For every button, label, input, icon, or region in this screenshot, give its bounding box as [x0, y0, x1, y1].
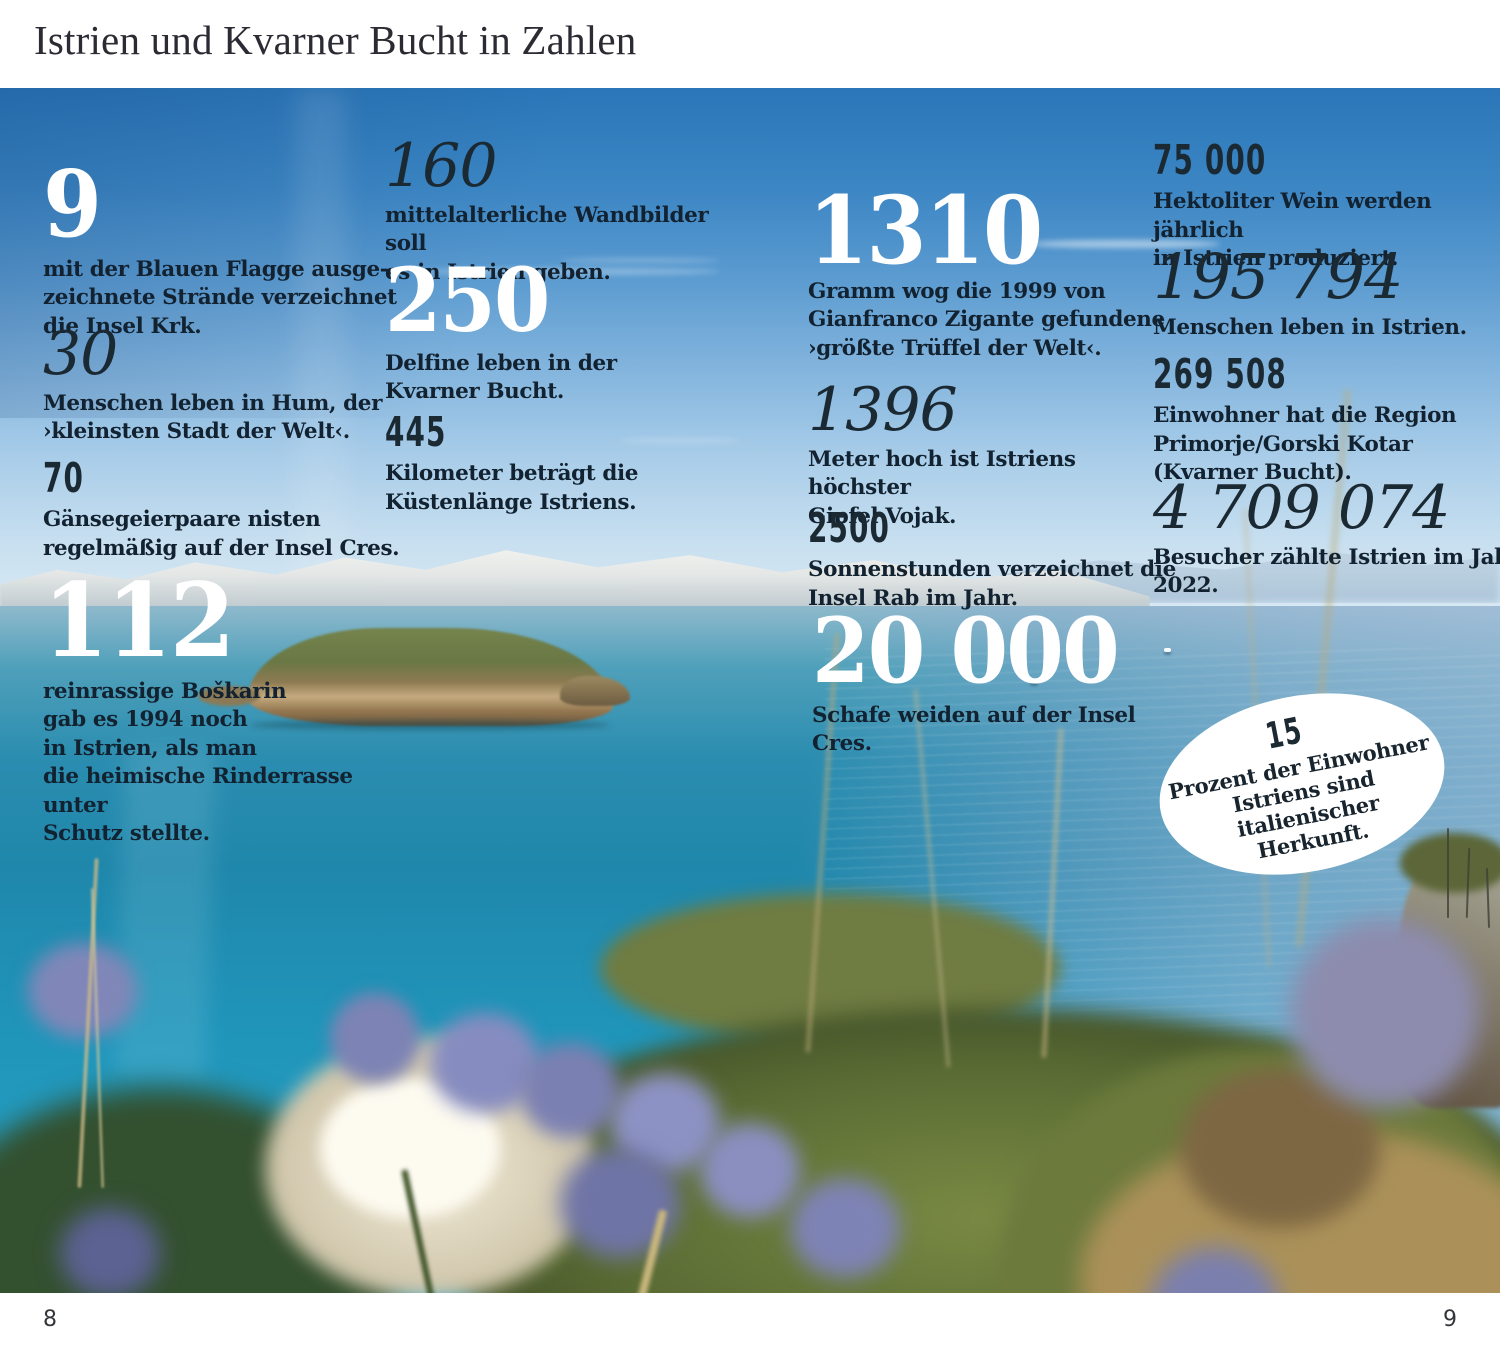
stat-truffle: 1310 Gramm wog die 1999 von Gianfranco Z…: [808, 184, 1178, 363]
stat-caption: Einwohner hat die Region Primorje/Gorski…: [1153, 403, 1457, 486]
sky-shade: [0, 88, 675, 418]
cloud-wisp: [420, 268, 720, 275]
thistle-flower: [520, 1043, 620, 1138]
stat-value: 112: [43, 561, 235, 681]
page-title: Istrien und Kvarner Bucht in Zahlen: [34, 17, 637, 63]
coastal-photo-background: 9 mit der Blauen Flagge ausge- zeichnete…: [0, 88, 1500, 1293]
stat-value: 2500: [808, 504, 891, 552]
stat-wine-production: 75 000 Hektoliter Wein werden jährlich i…: [1153, 138, 1500, 273]
page-number-right: 9: [1443, 1307, 1457, 1332]
stat-caption: Menschen leben in Hum, der ›kleinsten St…: [43, 391, 382, 445]
stat-value: 75 000: [1153, 136, 1267, 184]
thin-stalk: [1447, 828, 1449, 918]
stat-value: 195 794: [1153, 240, 1403, 313]
thistle-flower: [330, 993, 420, 1083]
island-waterline-shadow: [250, 720, 610, 730]
stat-value: 1310: [808, 176, 1043, 286]
stat-coastline: 445 Kilometer beträgt die Küstenlänge Is…: [385, 410, 755, 517]
sky: [0, 88, 1500, 648]
stat-value: 20 000: [812, 598, 1120, 704]
stat-hum-population: 30 Menschen leben in Hum, der ›kleinsten…: [43, 324, 413, 447]
stat-value: 30: [43, 319, 118, 389]
stat-value: 250: [385, 248, 550, 352]
stat-value: 160: [385, 131, 498, 201]
cloud-wisp: [620, 438, 740, 443]
stat-blue-flag-beaches: 9 mit der Blauen Flagge ausge- zeichnete…: [43, 158, 413, 341]
thistle-flower: [60, 1208, 160, 1293]
stat-dolphins: 250 Delfine leben in der Kvarner Bucht.: [385, 256, 755, 407]
boat: [1030, 679, 1038, 683]
thistle-flower: [790, 1178, 900, 1278]
boat: [1164, 648, 1171, 652]
stat-caption: mit der Blauen Flagge ausge- zeichnete S…: [43, 257, 397, 339]
stat-vojak-peak: 1396 Meter hoch ist Istriens höchster Gi…: [808, 380, 1178, 531]
cloud-wisp: [560, 258, 720, 263]
stat-value: 269 508: [1153, 350, 1287, 398]
stat-value: 4 709 074: [1153, 473, 1450, 543]
stat-caption: Meter hoch ist Istriens höchster Gipfel …: [808, 447, 1076, 529]
island-spit: [198, 686, 260, 706]
page-footer: 8 9: [0, 1293, 1500, 1357]
thistle-flower: [560, 1148, 680, 1258]
stat-value: 9: [43, 150, 102, 258]
page-number-left: 8: [43, 1307, 57, 1332]
stat-caption: Besucher zählte Istrien im Jahr 2022.: [1153, 545, 1500, 599]
stat-caption: mittelalterliche Wandbilder soll es in I…: [385, 203, 709, 285]
thistle-flower: [28, 943, 138, 1038]
stat-visitors: 4 709 074 Besucher zählte Istrien im Jah…: [1153, 478, 1500, 601]
outcrop-shrub: [1400, 833, 1500, 893]
stat-boskarin-cattle: 112 reinrassige Boškarin gab es 1994 noc…: [43, 570, 413, 848]
stat-wall-paintings: 160 mittelalterliche Wandbilder soll es …: [385, 136, 755, 287]
stat-caption: Menschen leben in Istrien.: [1153, 315, 1467, 340]
stat-primorje-population: 269 508 Einwohner hat die Region Primorj…: [1153, 352, 1500, 487]
stat-caption: Gramm wog die 1999 von Gianfranco Zigant…: [808, 279, 1165, 361]
stat-caption: reinrassige Boškarin gab es 1994 noch in…: [43, 679, 353, 846]
stat-sun-hours: 2500 Sonnenstunden verzeichnet die Insel…: [808, 506, 1178, 613]
stat-sheep: 20 000 Schafe weiden auf der Insel Cres.: [812, 606, 1182, 759]
thistle-flower: [700, 1123, 800, 1218]
stat-griffon-vultures: 70 Gänsegeierpaare nisten regelmäßig auf…: [43, 456, 413, 563]
lens-flare: [295, 88, 347, 648]
stat-caption: Gänsegeierpaare nisten regelmäßig auf de…: [43, 507, 400, 561]
stat-caption: Sonnenstunden verzeichnet die Insel Rab …: [808, 557, 1176, 611]
stat-caption: Delfine leben in der Kvarner Bucht.: [385, 351, 617, 405]
stat-caption: Schafe weiden auf der Insel Cres.: [812, 703, 1136, 757]
stat-value: 1396: [808, 375, 958, 445]
stat-value: 70: [43, 454, 85, 502]
island: [248, 628, 613, 726]
stat-caption: Hektoliter Wein werden jährlich in Istri…: [1153, 189, 1432, 272]
stat-istria-population: 195 794 Menschen leben in Istrien.: [1153, 246, 1500, 342]
thistle-flower-large: [1290, 918, 1480, 1108]
cloud-wisp: [1030, 240, 1220, 248]
stat-value: 445: [385, 408, 447, 456]
stat-caption: Kilometer beträgt die Küstenlänge Istrie…: [385, 461, 639, 515]
